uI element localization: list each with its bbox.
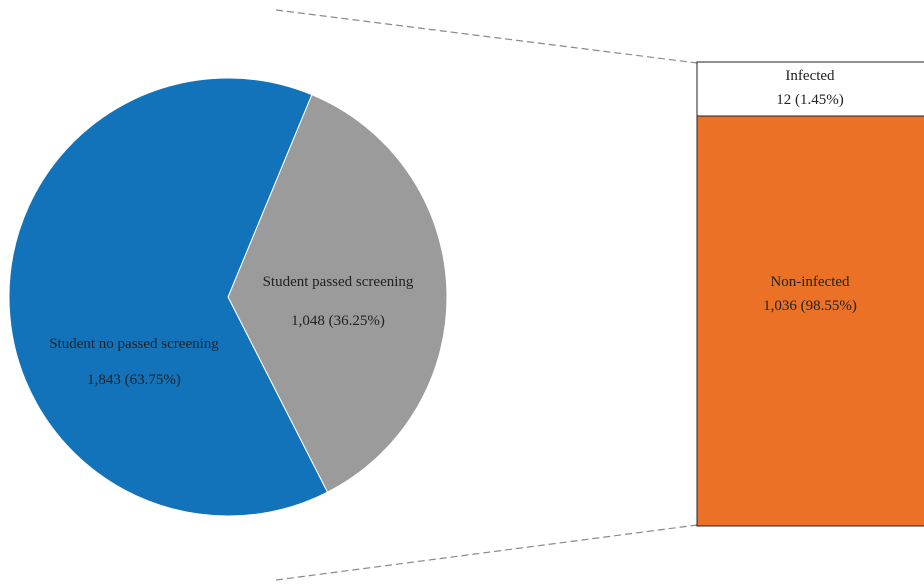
pie-slice-no-passed xyxy=(8,77,329,517)
bar-segment-infected xyxy=(696,61,924,117)
pie-chart xyxy=(8,77,448,517)
bar-label-non-infected: Non-infected xyxy=(770,274,850,290)
bar-segment-non-infected xyxy=(696,115,924,527)
pie-value-passed: 1,048 (36.25%) xyxy=(291,313,385,329)
bar-value-non-infected: 1,036 (98.55%) xyxy=(763,298,857,314)
bar-value-infected: 12 (1.45%) xyxy=(776,92,844,108)
bar-label-infected: Infected xyxy=(785,68,835,84)
stacked-bar xyxy=(696,61,924,527)
pie-slice-passed xyxy=(227,94,448,493)
connector-line-top xyxy=(275,9,698,64)
pie-label-no-passed: Student no passed screening xyxy=(49,336,219,352)
connector-line-bottom xyxy=(275,524,698,581)
pie-label-passed: Student passed screening xyxy=(263,274,414,290)
pie-value-no-passed: 1,843 (63.75%) xyxy=(87,372,181,388)
